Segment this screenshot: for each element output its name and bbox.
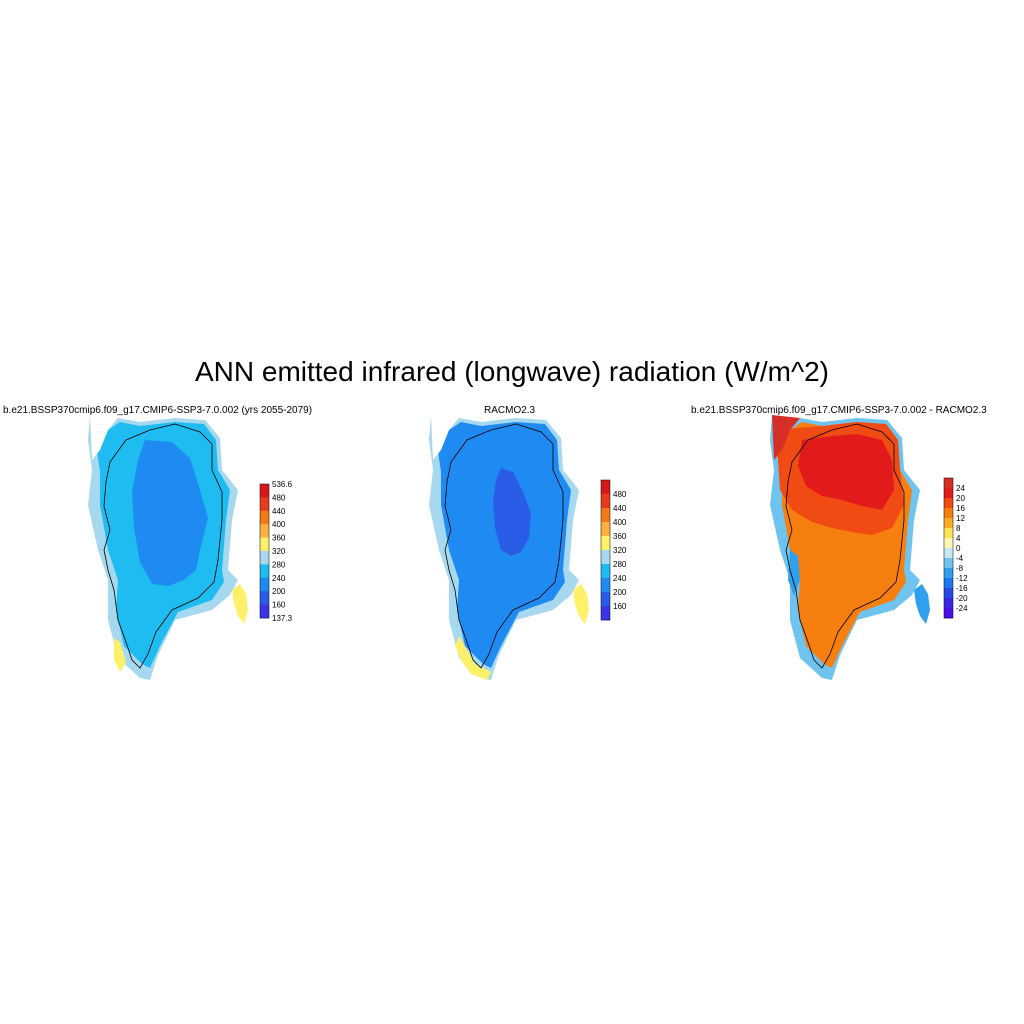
- colorbar-tick-label: 240: [613, 574, 627, 583]
- colorbar-swatch: [944, 568, 953, 579]
- colorbar-swatch: [260, 591, 269, 605]
- colorbar-swatch: [944, 548, 953, 559]
- panel-1-colorbar: 536.6 480 440 400 360 320 280 240 200 160 137.3: [259, 480, 293, 623]
- colorbar-tick-label: 360: [272, 534, 286, 543]
- colorbar-swatch: [260, 564, 269, 579]
- colorbar-tick-label: 280: [613, 560, 627, 569]
- colorbar-swatch: [601, 480, 610, 495]
- colorbar-tick-label: 137.3: [272, 614, 293, 623]
- colorbar-swatch: [944, 508, 953, 519]
- figure-title: ANN emitted infrared (longwave) radiatio…: [194, 356, 830, 387]
- coastline: [103, 423, 223, 669]
- colorbar-swatch: [944, 598, 953, 609]
- colorbar-tick-label: 8: [956, 524, 961, 533]
- colorbar-swatch: [944, 498, 953, 509]
- panel-1-field: [88, 415, 248, 680]
- panel-1-map: 536.6 480 440 400 360 320 280 240 200 160 137.3: [88, 415, 293, 680]
- colorbar-tick-label: 440: [272, 507, 286, 516]
- colorbar-tick-label: 0: [956, 544, 961, 553]
- colorbar-swatch: [260, 497, 269, 512]
- colorbar-swatch: [944, 588, 953, 599]
- colorbar-swatch: [601, 564, 610, 579]
- interior-region: [493, 468, 531, 556]
- colorbar-swatch: [601, 536, 610, 551]
- colorbar-tick-label: 200: [613, 588, 627, 597]
- colorbar-tick-label: 320: [613, 546, 627, 555]
- colorbar-swatch: [601, 522, 610, 537]
- colorbar-tick-label: 360: [613, 532, 627, 541]
- panel-2-field: [429, 415, 589, 680]
- panel-3-title: b.e21.BSSP370cmip6.f09_g17.CMIP6-SSP3-7.…: [691, 405, 987, 416]
- colorbar-tick-label: 240: [272, 574, 286, 583]
- panel-1-title: b.e21.BSSP370cmip6.f09_g17.CMIP6-SSP3-7.…: [3, 405, 313, 416]
- colorbar-tick-label: -4: [956, 554, 964, 563]
- colorbar-swatch: [260, 537, 269, 552]
- colorbar-tick-label: 480: [613, 490, 627, 499]
- colorbar-tick-label: -20: [956, 594, 968, 603]
- panel-3-land-region-east: [914, 584, 930, 624]
- panel-3-land-region-north: [798, 434, 894, 510]
- panel-3-land-region-southwest: [788, 550, 800, 596]
- colorbar-swatch: [944, 578, 953, 589]
- colorbar-swatch: [944, 488, 953, 499]
- colorbar-frame: [600, 479, 611, 621]
- colorbar-frame: [259, 483, 270, 619]
- colorbar-tick-label: 200: [272, 587, 286, 596]
- colorbar-tick-label: -24: [956, 604, 968, 613]
- colorbar-tick-label: 440: [613, 504, 627, 513]
- colorbar-swatch: [944, 558, 953, 569]
- colorbar-swatch: [601, 508, 610, 523]
- colorbar-tick-label: 4: [956, 534, 961, 543]
- colorbar-tick-label: 480: [272, 493, 286, 502]
- colorbar-swatch: [260, 604, 269, 619]
- colorbar-swatch: [944, 538, 953, 549]
- panel-2-land-region-northwest: [431, 415, 459, 460]
- colorbar-tick-label: 160: [272, 601, 286, 610]
- colorbar-swatch: [601, 606, 610, 621]
- colorbar-tick-label: 24: [956, 484, 965, 493]
- colorbar-tick-label: 400: [613, 518, 627, 527]
- panel-2-colorbar: 480 440 400 360 320 280 240 200 160: [600, 479, 627, 621]
- coastline: [785, 423, 905, 669]
- colorbar-swatch: [944, 608, 953, 619]
- colorbar-swatch: [260, 484, 269, 498]
- coastline: [444, 423, 564, 669]
- colorbar-swatch: [260, 551, 269, 565]
- colorbar-tick-label: 12: [956, 514, 965, 523]
- colorbar-tick-label: 320: [272, 547, 286, 556]
- colorbar-tick-label: -16: [956, 584, 968, 593]
- panel-2-land-region-east: [573, 584, 589, 624]
- panel-3-field: [770, 415, 930, 680]
- panel-2-map: 480 440 400 360 320 280 240 200 160: [429, 415, 627, 680]
- panel-1-land-region-east: [232, 584, 248, 624]
- colorbar-swatch: [601, 494, 610, 509]
- colorbar-swatch: [601, 578, 610, 593]
- panel-1-land-region-northwest: [90, 415, 118, 460]
- colorbar-swatch: [944, 528, 953, 539]
- colorbar-tick-label: 400: [272, 520, 286, 529]
- colorbar-swatch: [601, 592, 610, 607]
- colorbar-tick-label: -12: [956, 574, 968, 583]
- colorbar-frame: [943, 477, 954, 619]
- colorbar-tick-label: 16: [956, 504, 965, 513]
- colorbar-swatch: [260, 510, 269, 525]
- colorbar-swatch: [601, 550, 610, 565]
- colorbar-swatch: [260, 524, 269, 538]
- colorbar-tick-label: -8: [956, 564, 964, 573]
- colorbar-swatch: [944, 518, 953, 529]
- panel-1-land-region-southwest: [114, 638, 126, 672]
- colorbar-swatch: [260, 577, 269, 592]
- colorbar-tick-label: 20: [956, 494, 965, 503]
- panel-2-title: RACMO2.3: [484, 405, 536, 416]
- colorbar-swatch: [944, 478, 953, 489]
- panel-3-land-region-northwest: [772, 415, 800, 460]
- interior-region: [132, 440, 208, 586]
- colorbar-tick-label: 280: [272, 560, 286, 569]
- colorbar-tick-label: 160: [613, 602, 627, 611]
- panel-2-land-region-south: [455, 636, 491, 680]
- colorbar-tick-label: 536.6: [272, 480, 293, 489]
